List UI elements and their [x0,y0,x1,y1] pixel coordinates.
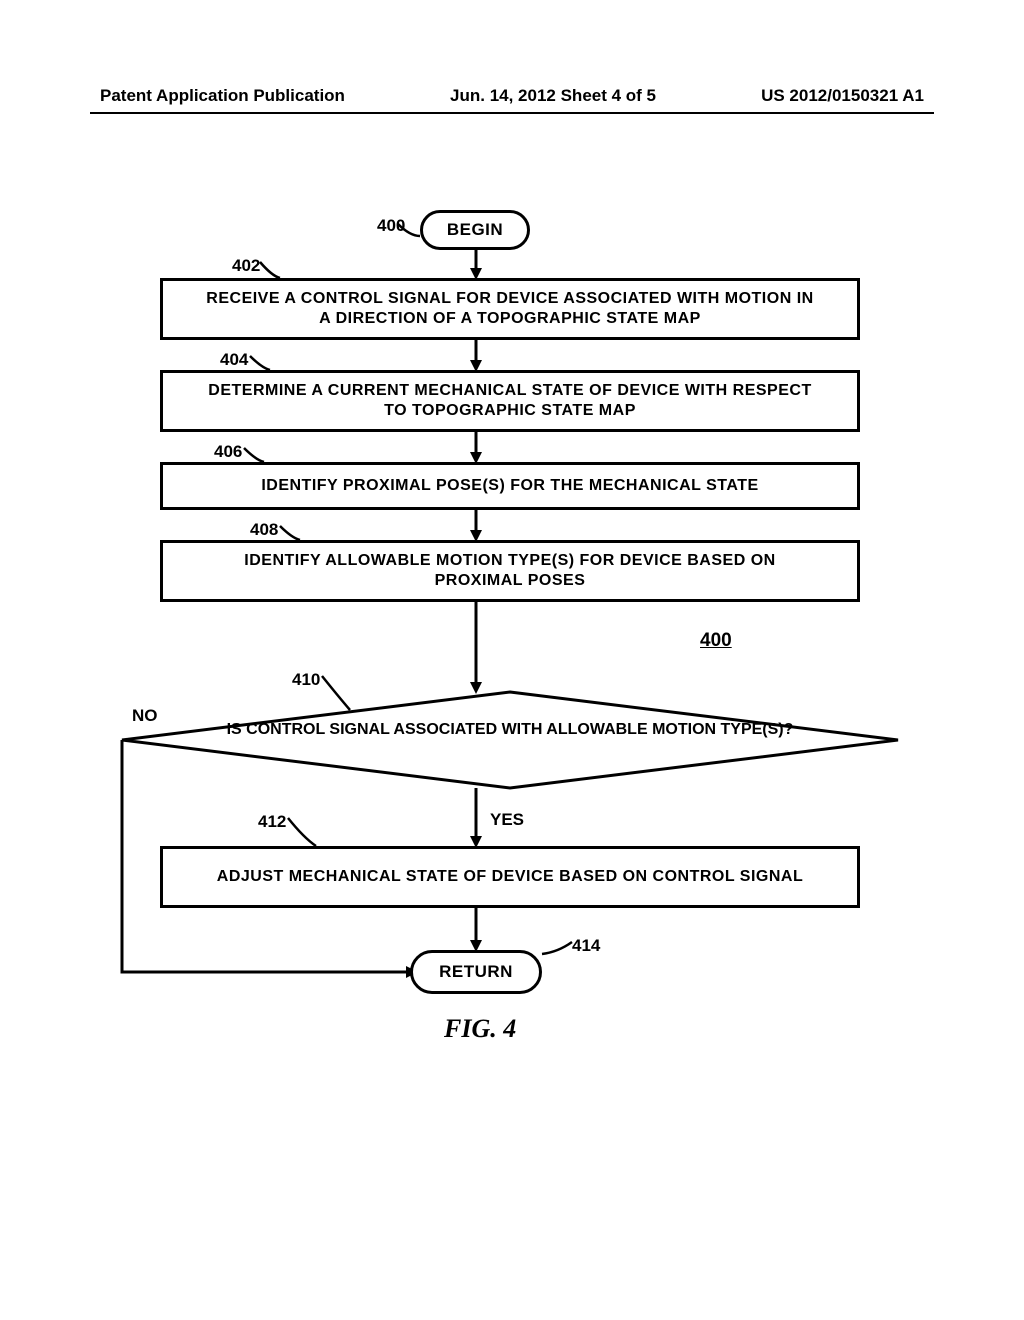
leader-decision [322,676,352,712]
ref-step1: 402 [232,256,260,276]
leader-step5 [288,818,318,848]
node-step4-label: IDENTIFY ALLOWABLE MOTION TYPE(S) FOR DE… [243,551,777,591]
node-step5-label: ADJUST MECHANICAL STATE OF DEVICE BASED … [217,867,803,887]
node-step4: IDENTIFY ALLOWABLE MOTION TYPE(S) FOR DE… [160,540,860,602]
node-decision-label: IS CONTROL SIGNAL ASSOCIATED WITH ALLOWA… [120,720,900,740]
arrow-begin-step1 [470,250,482,280]
edge-yes-label: YES [490,810,524,830]
header-left: Patent Application Publication [100,86,345,106]
leader-begin [398,224,422,238]
arrow-decision-step5 [470,788,482,848]
edge-no-label: NO [132,706,158,726]
arrow-step4-decision [470,602,482,694]
leader-step4 [280,526,302,544]
leader-step3 [244,448,266,466]
ref-step5: 412 [258,812,286,832]
leader-step1 [260,262,282,280]
ref-return: 414 [572,936,600,956]
arrow-step5-return [470,908,482,952]
node-begin: BEGIN [420,210,530,250]
node-step2: DETERMINE A CURRENT MECHANICAL STATE OF … [160,370,860,432]
ref-step4: 408 [250,520,278,540]
node-step1-label: RECEIVE A CONTROL SIGNAL FOR DEVICE ASSO… [203,289,817,329]
header-center: Jun. 14, 2012 Sheet 4 of 5 [450,86,656,106]
leader-step2 [250,356,272,374]
node-step5: ADJUST MECHANICAL STATE OF DEVICE BASED … [160,846,860,908]
node-step1: RECEIVE A CONTROL SIGNAL FOR DEVICE ASSO… [160,278,860,340]
header-rule [90,112,934,114]
arrow-step1-step2 [470,340,482,372]
leader-return [540,942,574,956]
ref-method: 400 [700,630,732,652]
node-step2-label: DETERMINE A CURRENT MECHANICAL STATE OF … [203,381,817,421]
node-begin-label: BEGIN [447,220,503,240]
header-right: US 2012/0150321 A1 [761,86,924,106]
arrow-step3-step4 [470,510,482,542]
ref-step2: 404 [220,350,248,370]
figure-caption: FIG. 4 [444,1014,516,1044]
page-header: Patent Application Publication Jun. 14, … [0,86,1024,106]
node-return: RETURN [410,950,542,994]
ref-step3: 406 [214,442,242,462]
node-step3: IDENTIFY PROXIMAL POSE(S) FOR THE MECHAN… [160,462,860,510]
ref-decision: 410 [292,670,320,690]
node-step3-label: IDENTIFY PROXIMAL POSE(S) FOR THE MECHAN… [261,476,758,496]
node-return-label: RETURN [439,962,513,982]
arrow-step2-step3 [470,432,482,464]
